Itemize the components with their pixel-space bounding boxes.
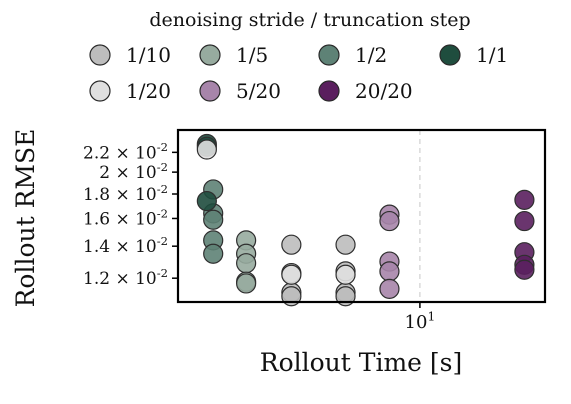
series-1-20: [196, 139, 356, 285]
data-point: [281, 264, 302, 285]
legend-label: 1/20: [126, 79, 171, 103]
legend-label: 1/5: [236, 43, 268, 67]
data-point: [236, 273, 257, 294]
legend-marker: [89, 44, 111, 66]
y-tick-label: 1.2 × 10-2: [83, 266, 168, 289]
plot-frame: [176, 128, 547, 304]
legend-title: denoising stride / truncation step: [149, 9, 470, 31]
data-point: [379, 278, 400, 299]
data-point: [281, 234, 302, 255]
legend-entry: 1/20: [89, 79, 171, 103]
data-point: [335, 264, 356, 285]
series-20-20: [514, 189, 535, 280]
y-tick-label: 1.4 × 10-2: [83, 234, 168, 257]
legend-label: 5/20: [236, 79, 281, 103]
legend-entry: 1/1: [439, 43, 508, 67]
y-tick-label: 1.8 × 10-2: [83, 182, 168, 205]
y-tick-label: 2 × 10-2: [99, 160, 168, 183]
legend-marker: [318, 44, 340, 66]
data-point: [236, 253, 257, 274]
legend-entry: 1/10: [89, 43, 171, 67]
series-1-5: [236, 230, 257, 294]
y-tick-label: 2.2 × 10-2: [83, 140, 168, 163]
data-point: [196, 139, 217, 160]
y-tick-label: 1.6 × 10-2: [83, 206, 168, 229]
legend-label: 1/1: [476, 43, 508, 67]
legend-label: 1/2: [355, 43, 387, 67]
series-5-20: [379, 204, 400, 299]
legend-marker: [439, 44, 461, 66]
legend-entry: 5/20: [199, 79, 281, 103]
legend-label: 20/20: [355, 79, 413, 103]
legend-label: 1/10: [126, 43, 171, 67]
x-axis-label: Rollout Time [s]: [260, 348, 462, 377]
data-point: [203, 243, 224, 264]
data-point: [196, 190, 217, 212]
x-tick-label: 101: [405, 309, 436, 333]
data-point: [514, 259, 535, 280]
axis-ticks: 1.2 × 10-2 1.4 × 10-2 1.6 × 10-21.8 × 10-2…: [83, 140, 435, 333]
legend-entry: 20/20: [318, 79, 413, 103]
data-point: [203, 209, 224, 230]
legend-marker: [318, 80, 340, 102]
legend-entry: 1/2: [318, 43, 387, 67]
data-point: [514, 189, 535, 210]
legend-entry: 1/5: [199, 43, 268, 67]
legend-marker: [89, 80, 111, 102]
data-point: [514, 210, 535, 232]
data-point: [379, 261, 400, 282]
legend: 1/10 1/5 1/2 1/1 1/20 5/20 20/20: [89, 43, 508, 103]
data-point: [335, 234, 356, 255]
legend-marker: [199, 80, 221, 102]
y-axis-label: Rollout RMSE: [11, 129, 40, 308]
data-point: [379, 210, 400, 232]
data-points: [196, 133, 535, 307]
legend-marker: [199, 44, 221, 66]
